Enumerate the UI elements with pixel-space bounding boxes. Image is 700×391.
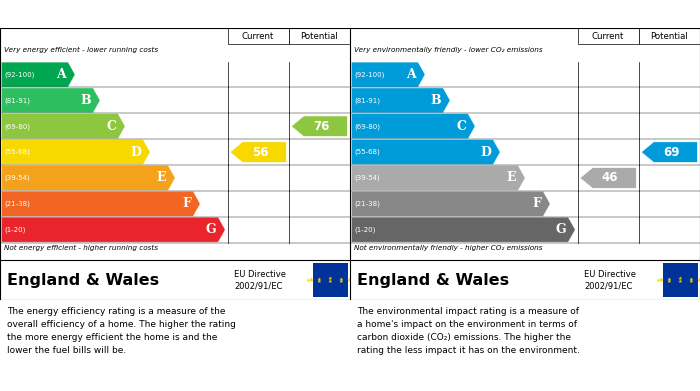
Polygon shape xyxy=(230,142,286,163)
Bar xyxy=(228,28,288,44)
Text: ★: ★ xyxy=(339,276,344,282)
Polygon shape xyxy=(351,62,425,87)
Text: ★: ★ xyxy=(689,276,694,282)
Text: (1-20): (1-20) xyxy=(354,226,376,233)
Polygon shape xyxy=(291,116,347,136)
Text: ★: ★ xyxy=(350,278,355,283)
Text: Current: Current xyxy=(242,32,274,41)
Text: 69: 69 xyxy=(663,145,680,159)
Bar xyxy=(314,263,347,297)
Text: Not environmentally friendly - higher CO₂ emissions: Not environmentally friendly - higher CO… xyxy=(354,245,542,251)
Polygon shape xyxy=(1,140,150,165)
Text: Current: Current xyxy=(592,32,624,41)
Text: (92-100): (92-100) xyxy=(354,71,384,78)
Polygon shape xyxy=(641,142,697,163)
Polygon shape xyxy=(351,165,525,190)
Text: ★: ★ xyxy=(689,278,694,283)
Text: ★: ★ xyxy=(659,278,664,283)
Bar xyxy=(664,263,697,297)
Text: ★: ★ xyxy=(339,278,344,283)
Text: ★: ★ xyxy=(656,278,661,283)
Text: EU Directive
2002/91/EC: EU Directive 2002/91/EC xyxy=(234,270,286,291)
Text: (92-100): (92-100) xyxy=(4,71,34,78)
Text: (21-38): (21-38) xyxy=(4,201,30,207)
Polygon shape xyxy=(351,140,500,165)
Polygon shape xyxy=(351,217,575,242)
Polygon shape xyxy=(1,114,125,139)
Text: ★: ★ xyxy=(309,278,314,283)
Text: ★: ★ xyxy=(347,277,351,282)
Polygon shape xyxy=(1,88,100,113)
Text: ★: ★ xyxy=(667,276,672,282)
Polygon shape xyxy=(580,168,636,188)
Text: ★: ★ xyxy=(309,277,314,282)
Text: ★: ★ xyxy=(347,278,351,283)
Text: B: B xyxy=(80,94,91,107)
Text: A: A xyxy=(406,68,416,81)
Text: 56: 56 xyxy=(252,145,268,159)
Text: ★: ★ xyxy=(328,276,332,282)
Text: (81-91): (81-91) xyxy=(4,97,30,104)
Text: ★: ★ xyxy=(306,278,311,283)
Polygon shape xyxy=(351,114,475,139)
Text: The energy efficiency rating is a measure of the
overall efficiency of a home. T: The energy efficiency rating is a measur… xyxy=(7,307,236,355)
Text: EU Directive
2002/91/EC: EU Directive 2002/91/EC xyxy=(584,270,636,291)
Bar xyxy=(288,28,350,44)
Text: England & Wales: England & Wales xyxy=(7,273,159,287)
Text: (55-68): (55-68) xyxy=(354,149,380,155)
Text: F: F xyxy=(532,197,541,210)
Text: ★: ★ xyxy=(697,278,700,283)
Text: C: C xyxy=(106,120,116,133)
Text: Potential: Potential xyxy=(650,32,688,41)
Text: ★: ★ xyxy=(328,279,332,283)
Text: (1-20): (1-20) xyxy=(4,226,26,233)
Text: Very energy efficient - lower running costs: Very energy efficient - lower running co… xyxy=(4,47,158,53)
Text: (69-80): (69-80) xyxy=(4,123,30,129)
Text: G: G xyxy=(556,223,566,236)
Text: ★: ★ xyxy=(317,278,322,283)
Polygon shape xyxy=(1,165,175,190)
Text: Energy Efficiency Rating: Energy Efficiency Rating xyxy=(7,7,178,20)
Text: Potential: Potential xyxy=(300,32,338,41)
Text: D: D xyxy=(130,145,141,159)
Polygon shape xyxy=(351,191,550,216)
Text: ★: ★ xyxy=(659,277,664,282)
Text: E: E xyxy=(507,172,516,185)
Text: 76: 76 xyxy=(313,120,330,133)
Text: C: C xyxy=(456,120,466,133)
Text: Not energy efficient - higher running costs: Not energy efficient - higher running co… xyxy=(4,245,158,251)
Text: A: A xyxy=(56,68,66,81)
Polygon shape xyxy=(1,191,200,216)
Polygon shape xyxy=(1,62,75,87)
Text: G: G xyxy=(206,223,216,236)
Text: (69-80): (69-80) xyxy=(354,123,380,129)
Polygon shape xyxy=(1,217,225,242)
Text: ★: ★ xyxy=(317,276,322,282)
Polygon shape xyxy=(351,88,450,113)
Text: ★: ★ xyxy=(667,278,672,283)
Bar xyxy=(638,28,700,44)
Text: ★: ★ xyxy=(697,277,700,282)
Text: ★: ★ xyxy=(678,276,682,282)
Text: England & Wales: England & Wales xyxy=(357,273,509,287)
Text: (39-54): (39-54) xyxy=(4,175,30,181)
Text: (21-38): (21-38) xyxy=(354,201,380,207)
Text: E: E xyxy=(157,172,166,185)
Text: Environmental Impact (CO₂) Rating: Environmental Impact (CO₂) Rating xyxy=(357,7,603,20)
Text: ★: ★ xyxy=(678,279,682,283)
Text: 46: 46 xyxy=(602,172,618,185)
Text: Very environmentally friendly - lower CO₂ emissions: Very environmentally friendly - lower CO… xyxy=(354,47,542,53)
Text: B: B xyxy=(430,94,441,107)
Text: (39-54): (39-54) xyxy=(354,175,380,181)
Text: The environmental impact rating is a measure of
a home's impact on the environme: The environmental impact rating is a mea… xyxy=(357,307,580,355)
Text: (55-68): (55-68) xyxy=(4,149,30,155)
Text: D: D xyxy=(480,145,491,159)
Text: (81-91): (81-91) xyxy=(354,97,380,104)
Bar xyxy=(578,28,638,44)
Text: F: F xyxy=(182,197,191,210)
